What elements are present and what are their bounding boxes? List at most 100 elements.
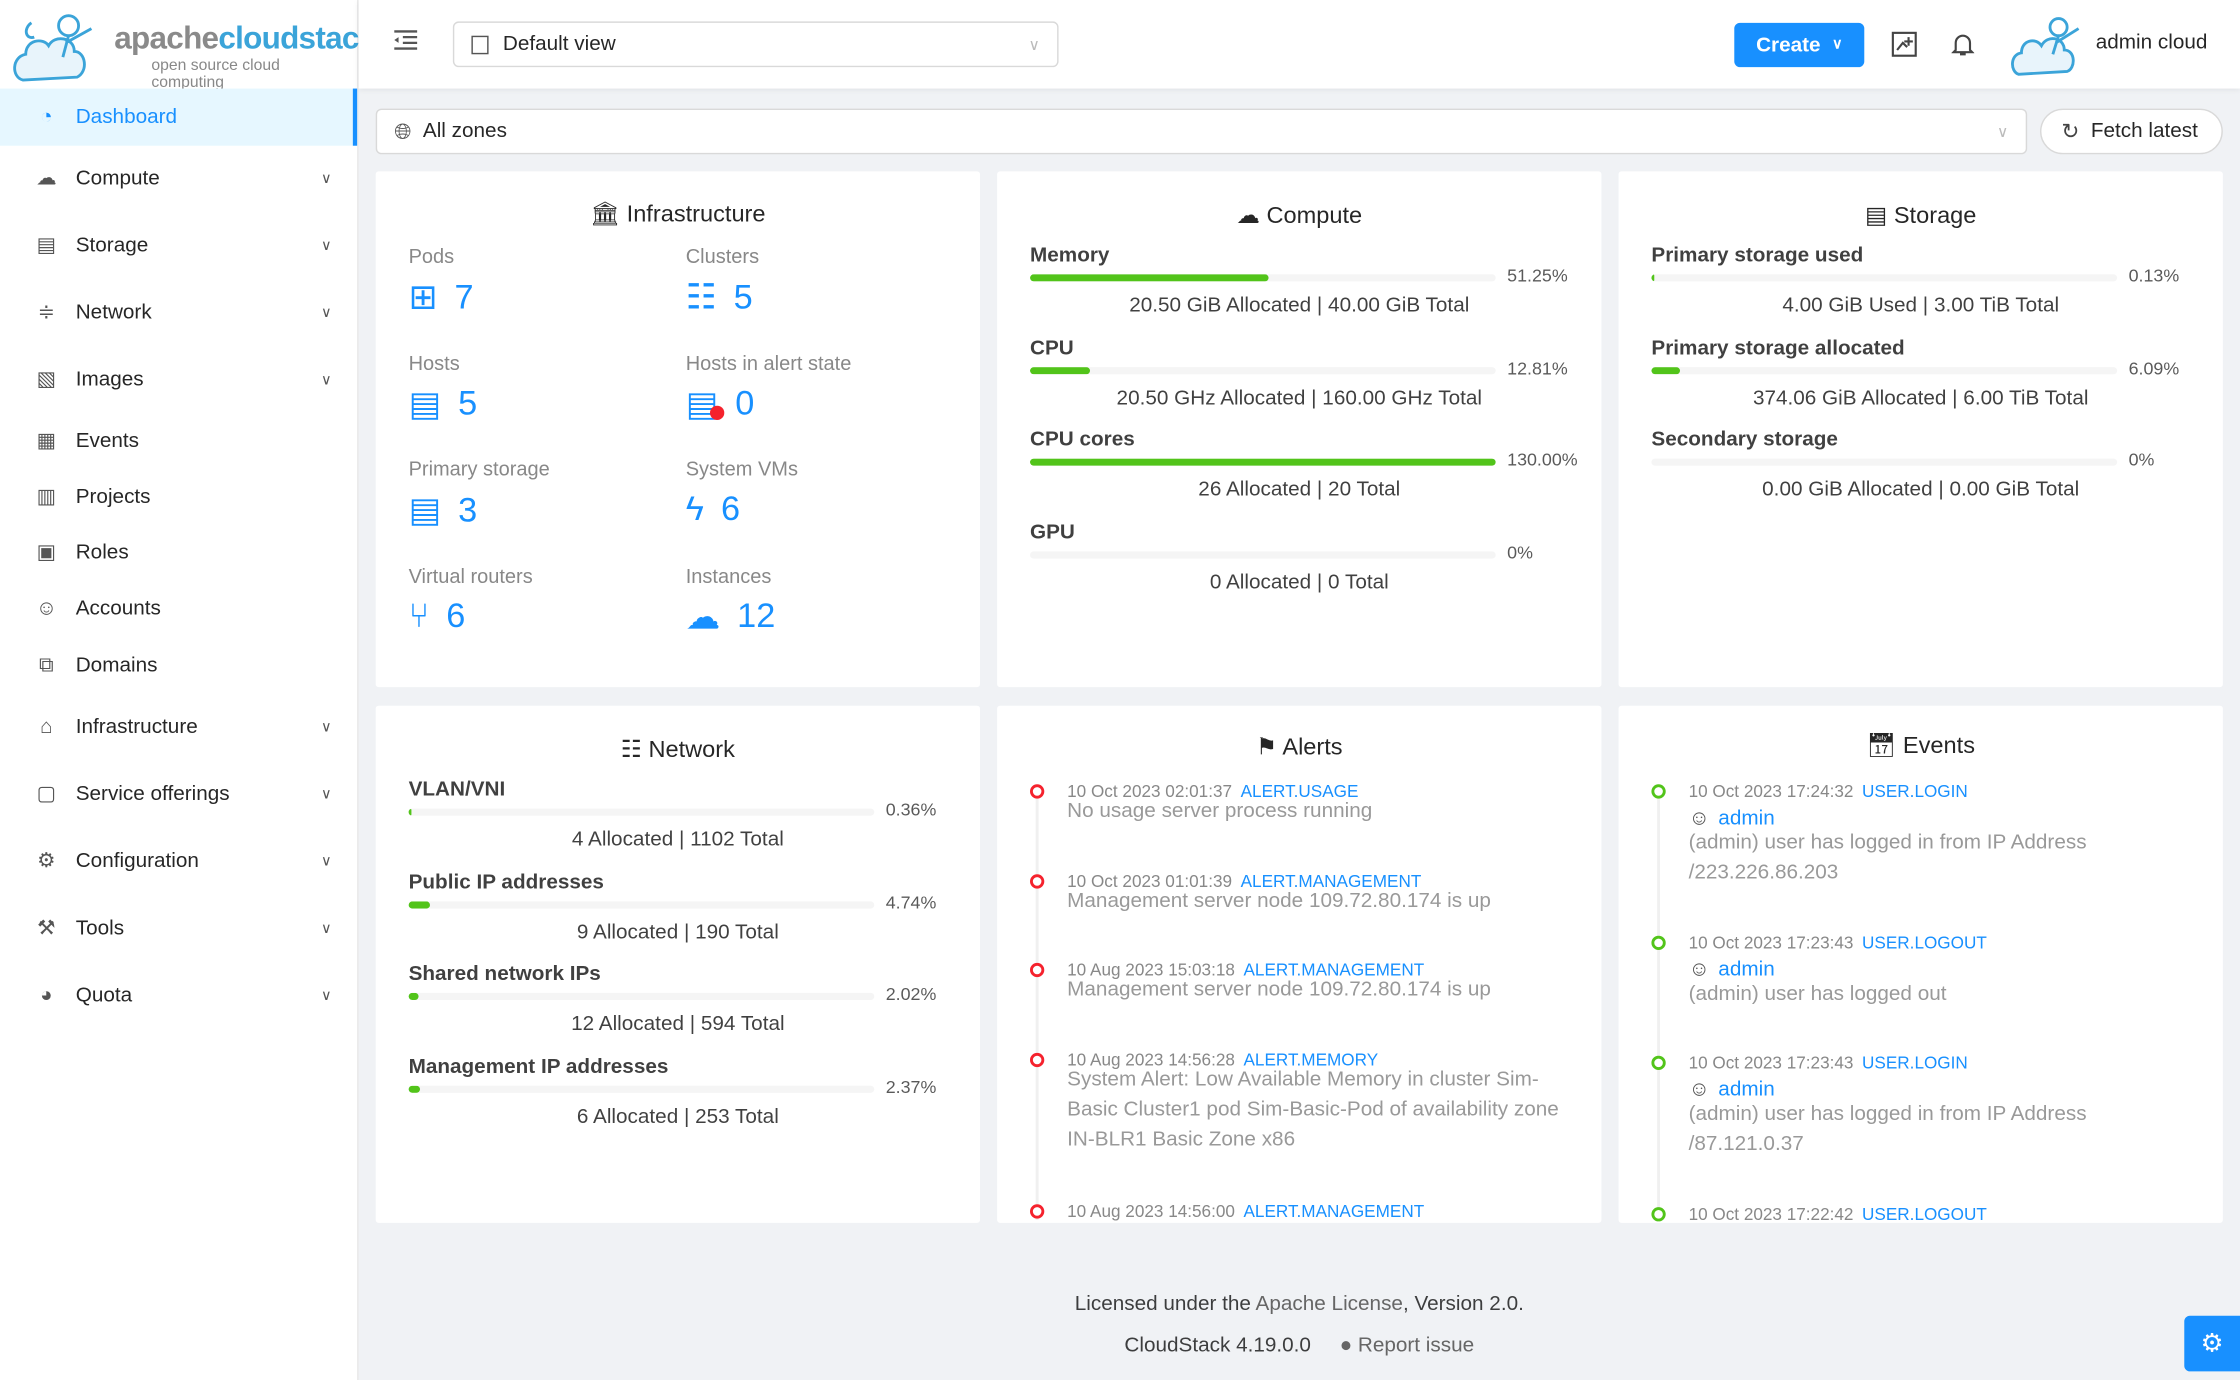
- view-icon: [471, 34, 489, 54]
- cloudstack-logo[interactable]: apachecloudstack open source cloud compu…: [11, 6, 376, 91]
- alert-dot-icon: [1029, 1204, 1045, 1219]
- events-card: 📅︎ Events 10 Oct 2023 17:24:32 USER.LOGIN…: [1618, 705, 2223, 1223]
- chevron-down-icon: ∨: [320, 304, 332, 321]
- block-icon: ⧉: [39, 654, 54, 678]
- storage-primary-storage-used-progress-bar: [1651, 274, 2118, 282]
- schedule-icon: 📅︎: [1866, 732, 1903, 759]
- storage-secondary-storage-label: Secondary storage: [1651, 429, 1838, 452]
- alert-type[interactable]: ALERT.USAGE: [1240, 781, 1359, 802]
- infrastructure-title: 🏛︎ Infrastructure: [376, 201, 980, 228]
- database-icon: ▤: [408, 491, 441, 530]
- sidebar-item-compute[interactable]: ☁︎ Compute ∨: [0, 150, 357, 207]
- cloud-server-icon: ☁︎: [685, 597, 720, 637]
- zone-select-value: All zones: [422, 119, 507, 143]
- sidebar-item-roles[interactable]: ▣ Roles: [0, 524, 357, 581]
- event-dot-icon: [1651, 1055, 1666, 1070]
- infra-stat-clusters[interactable]: ☷ 5: [686, 277, 753, 318]
- event-user[interactable]: ☺︎ admin: [1689, 807, 1775, 830]
- alert-type[interactable]: ALERT.MANAGEMENT: [1243, 1201, 1425, 1222]
- bell-icon[interactable]: [1950, 31, 1975, 61]
- infra-stat-hosts-in-alert-state[interactable]: ▤ 0: [686, 384, 755, 425]
- network-card: ☷ Network VLAN/VNI 0.36% 4 Allocated | 110…: [375, 705, 980, 1223]
- storage-primary-storage-allocated-percent: 6.09%: [2128, 358, 2180, 379]
- create-button[interactable]: Create ∨: [1734, 22, 1865, 68]
- network-vlan-vni-progress-fill: [408, 808, 412, 816]
- sidebar-item-label: Infrastructure: [75, 715, 198, 739]
- sidebar-item-accounts[interactable]: ☺︎ Accounts: [0, 580, 357, 637]
- sidebar-item-label: Compute: [75, 167, 160, 190]
- sidebar-item-images[interactable]: ▧ Images ∨: [0, 351, 357, 408]
- event-type[interactable]: USER.LOGOUT: [1862, 1204, 1987, 1223]
- sidebar-item-quota[interactable]: ◕ Quota ∨: [0, 967, 357, 1024]
- pie-chart-icon: ◕: [40, 984, 53, 1008]
- picture-icon: ▧: [36, 368, 57, 392]
- sidebar-item-service-offerings[interactable]: ▢ Service offerings ∨: [0, 766, 357, 823]
- storage-secondary-storage-progress-bar: [1651, 459, 2118, 467]
- sidebar-item-label: Storage: [75, 234, 149, 258]
- infra-stat-pods[interactable]: ⊞ 7: [409, 277, 474, 318]
- infra-stat-virtual-routers[interactable]: ⑂ 6: [409, 596, 466, 636]
- sidebar-item-events[interactable]: ▦ Events: [0, 413, 357, 470]
- fetch-latest-button[interactable]: ↻ Fetch latest: [2039, 108, 2223, 155]
- sidebar-item-dashboard[interactable]: ◔ Dashboard: [0, 88, 358, 146]
- infra-value: 7: [454, 277, 474, 317]
- database-icon: ▤: [1864, 202, 1894, 229]
- apache-license-link[interactable]: Apache License: [1255, 1292, 1403, 1316]
- view-select[interactable]: Default view ∨: [452, 21, 1059, 68]
- sidebar-item-configuration[interactable]: ⚙︎ Configuration ∨: [0, 833, 357, 890]
- infra-stat-instances[interactable]: ☁︎ 12: [686, 596, 776, 637]
- user-name[interactable]: admin cloud: [2095, 31, 2208, 55]
- team-icon: ☺︎: [35, 597, 58, 620]
- event-type[interactable]: USER.LOGIN: [1862, 1052, 1968, 1073]
- alert-type[interactable]: ALERT.MANAGEMENT: [1243, 959, 1425, 980]
- sidebar-item-tools[interactable]: ⚒︎ Tools ∨: [0, 900, 357, 957]
- storage-primary-storage-used-progress-fill: [1651, 274, 1655, 282]
- event-dot-icon: [1651, 1207, 1666, 1222]
- compute-card: ☁︎ Compute Memory 51.25% 20.50 GiB Allocat…: [997, 171, 1602, 688]
- network-vlan-vni-label: VLAN/VNI: [408, 778, 506, 802]
- infra-stat-hosts[interactable]: ▤ 5: [409, 384, 478, 425]
- report-issue-link[interactable]: ● Report issue: [1340, 1334, 1475, 1357]
- sidebar-item-infrastructure[interactable]: ⌂ Infrastructure ∨: [0, 699, 357, 756]
- menu-fold-icon[interactable]: [393, 29, 419, 56]
- sidebar-item-label: Images: [75, 368, 144, 392]
- infra-label-5: System VMs: [685, 457, 798, 480]
- infrastructure-card: 🏛︎ Infrastructure Pods ⊞ 7 Clusters ☷ 5 Hosts ▤…: [375, 171, 980, 688]
- event-type[interactable]: USER.LOGOUT: [1862, 932, 1987, 953]
- sidebar-item-label: Service offerings: [75, 782, 230, 806]
- event-dot-icon: [1651, 784, 1666, 799]
- sidebar-item-label: Configuration: [75, 849, 199, 873]
- settings-drawer-button[interactable]: ⚙︎: [2184, 1315, 2240, 1372]
- event-user[interactable]: ☺︎ admin: [1689, 959, 1775, 982]
- compute-memory-label: Memory: [1029, 244, 1110, 268]
- infra-label-7: Instances: [685, 563, 772, 587]
- event-user-name: admin: [1718, 958, 1775, 982]
- user-avatar[interactable]: [2010, 14, 2087, 81]
- sidebar-item-storage[interactable]: ▤ Storage ∨: [0, 217, 357, 274]
- network-management-ip-addresses-progress-bar: [408, 1085, 875, 1093]
- sidebar-item-domains[interactable]: ⧉ Domains: [0, 637, 357, 694]
- network-public-ip-addresses-detail: 9 Allocated | 190 Total: [576, 920, 779, 944]
- alerts-card: ⚑︎ Alerts 10 Oct 2023 02:01:37 ALERT.USAG…: [997, 705, 1602, 1223]
- user-icon: ☺︎: [1688, 958, 1710, 982]
- alert-type[interactable]: ALERT.MEMORY: [1243, 1049, 1379, 1070]
- sidebar-item-projects[interactable]: ▥ Projects: [0, 469, 357, 526]
- alert-description: System Alert: Low Available Memory in cl…: [1067, 1068, 1559, 1152]
- sidebar-item-network[interactable]: ≑ Network ∨: [0, 284, 357, 341]
- alert-description: Management server node 109.72.80.174 is …: [1067, 889, 1491, 913]
- zone-select[interactable]: 🌐︎ All zones ∨: [375, 108, 2028, 155]
- infra-stat-primary-storage[interactable]: ▤ 3: [409, 490, 478, 531]
- network-shared-network-ips-percent: 2.02%: [885, 984, 937, 1005]
- storage-primary-storage-allocated-progress-fill: [1651, 366, 1680, 374]
- event-type[interactable]: USER.LOGIN: [1862, 781, 1968, 802]
- compute-cpu-cores-detail: 26 Allocated | 20 Total: [1198, 479, 1401, 502]
- event-user[interactable]: ☺︎ admin: [1689, 1079, 1775, 1102]
- thunderbolt-icon: ϟ: [685, 489, 704, 529]
- storage-primary-storage-used-label: Primary storage used: [1651, 244, 1864, 268]
- storage-secondary-storage-percent: 0%: [2128, 450, 2155, 471]
- alert-type[interactable]: ALERT.MANAGEMENT: [1240, 871, 1422, 892]
- sidebar-item-label: Accounts: [75, 597, 161, 620]
- logo-brand-a: apache: [114, 19, 219, 56]
- project-add-icon[interactable]: [1891, 31, 1917, 61]
